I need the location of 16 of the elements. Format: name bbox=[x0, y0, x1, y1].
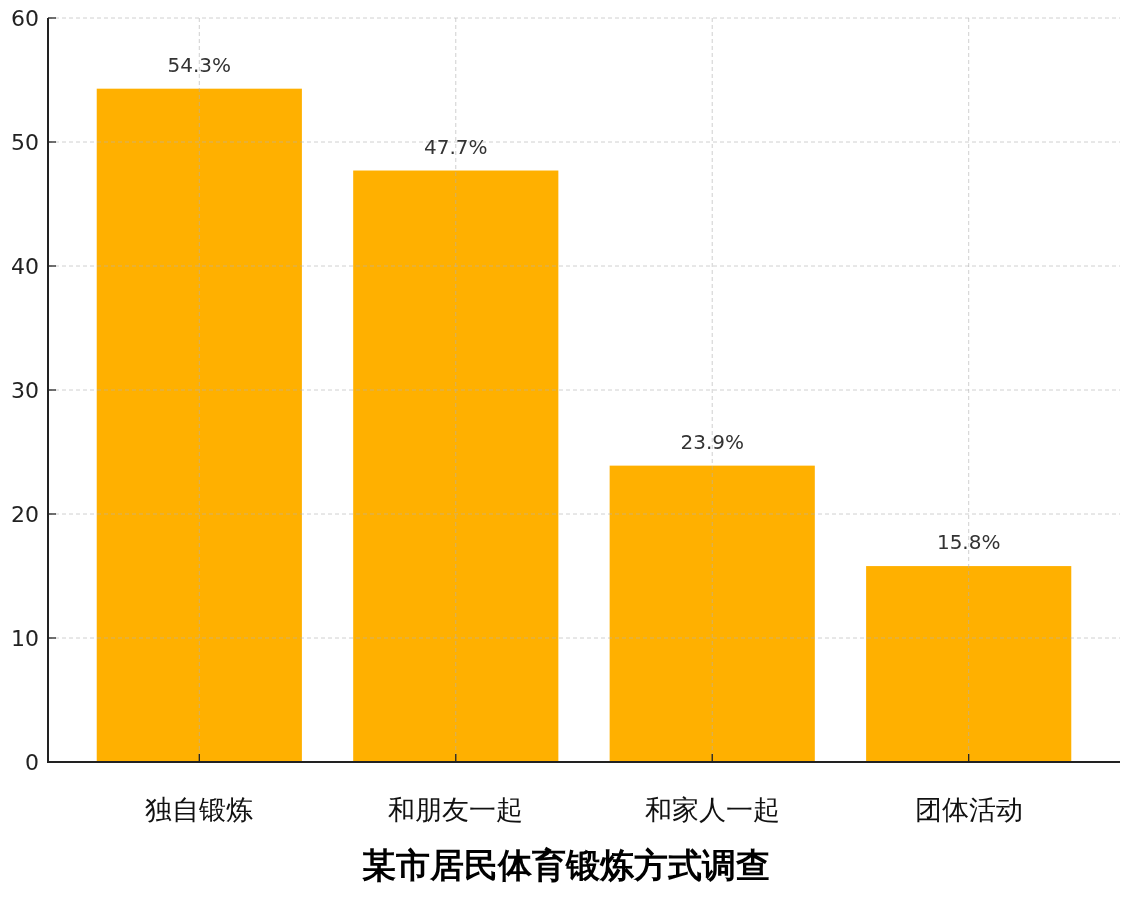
y-tick-label: 20 bbox=[11, 501, 39, 527]
x-tick-label: 和朋友一起 bbox=[388, 794, 524, 825]
x-tick-label: 独自锻炼 bbox=[145, 794, 254, 825]
y-tick-label: 0 bbox=[25, 749, 39, 775]
y-tick-label: 50 bbox=[11, 129, 39, 155]
data-label: 23.9% bbox=[680, 429, 744, 454]
text: 某市居民体育锻炼方式调查 bbox=[362, 845, 770, 885]
data-label: 15.8% bbox=[936, 530, 1001, 555]
x-tick-label: 和家人一起 bbox=[644, 794, 780, 825]
y-tick-label: 40 bbox=[11, 253, 39, 279]
y-tick-label: 10 bbox=[11, 625, 39, 651]
y-tick-label: 30 bbox=[11, 377, 39, 403]
data-label: 47.7% bbox=[424, 134, 488, 159]
data-label: 54.3% bbox=[167, 52, 232, 77]
x-tick-label: 团体活动 bbox=[914, 794, 1023, 825]
y-tick-label: 60 bbox=[11, 5, 39, 31]
